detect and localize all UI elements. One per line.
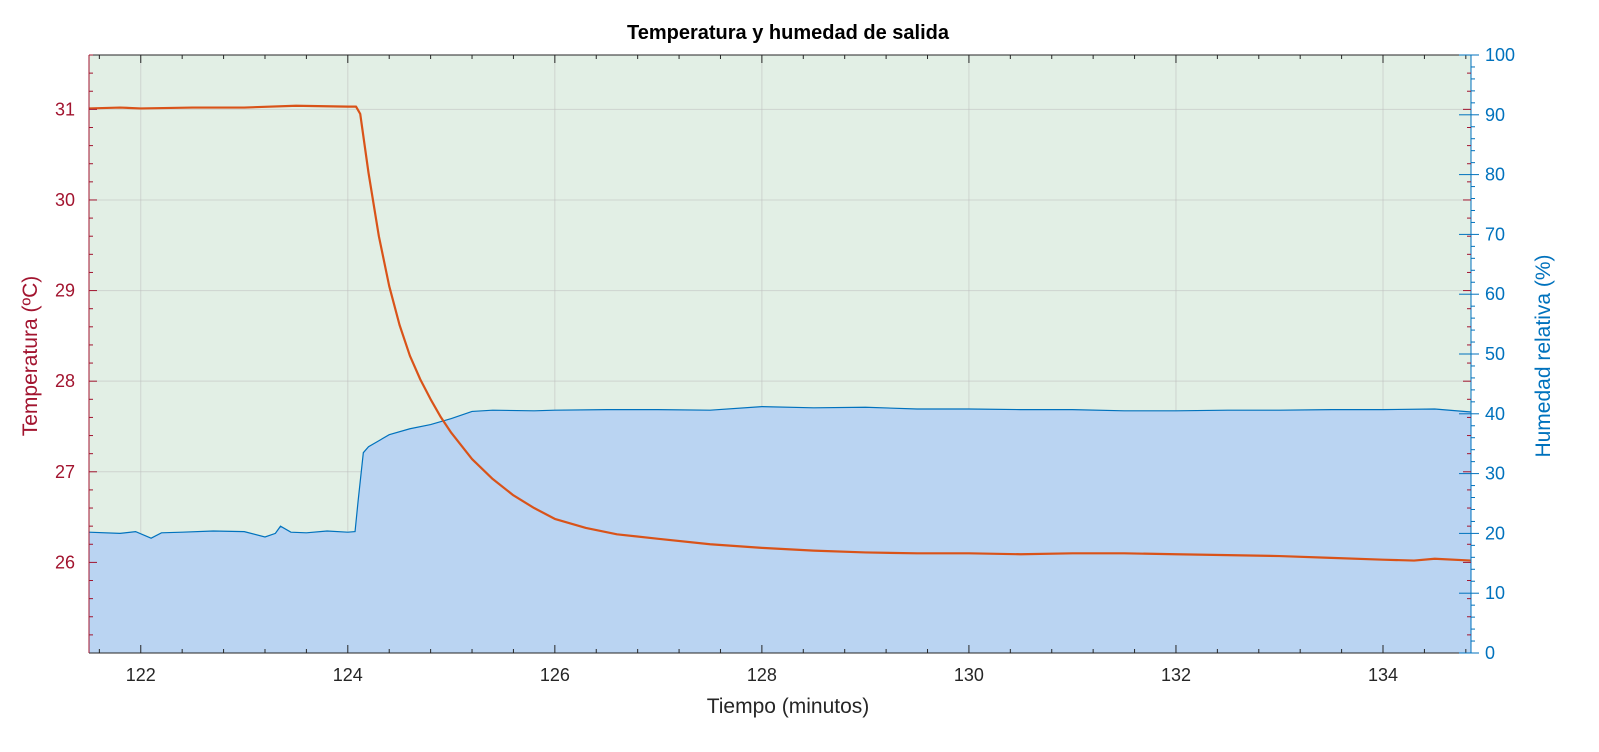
y-left-tick-label: 30 [55, 190, 75, 210]
humidity-area [89, 406, 1471, 653]
x-tick-label: 124 [333, 665, 363, 685]
y-left-axis-title: Temperatura (ºC) [19, 276, 42, 437]
x-tick-label: 134 [1368, 665, 1398, 685]
labels: Temperatura y humedad de salida Tiempo (… [19, 22, 1555, 718]
humidity-line [88, 406, 1472, 539]
y-right-tick-label: 90 [1485, 105, 1505, 125]
y-right-tick-label: 20 [1485, 523, 1505, 543]
y-right-axis-title: Humedad relativa (%) [1532, 254, 1555, 457]
temperature-line [88, 104, 1472, 562]
x-tick-label: 132 [1161, 665, 1191, 685]
x-tick-label: 126 [540, 665, 570, 685]
y-left-tick-label: 26 [55, 552, 75, 572]
x-tick-label: 128 [747, 665, 777, 685]
axes: 122 124 126 128 130 132 134 26 27 28 29 30 31 0 10 20 30… [55, 45, 1515, 685]
chart-title: Temperatura y humedad de salida [627, 22, 950, 44]
series-layer [88, 104, 1472, 653]
y-left-tick-label: 31 [55, 99, 75, 119]
y-right-tick-label: 70 [1485, 224, 1505, 244]
y-left-tick-label: 29 [55, 281, 75, 301]
y-right-tick-label: 40 [1485, 404, 1505, 424]
y-right-tick-label: 10 [1485, 583, 1505, 603]
y-right-tick-label: 80 [1485, 165, 1505, 185]
y-right-tick-label: 0 [1485, 643, 1495, 663]
y-right-tick-label: 60 [1485, 284, 1505, 304]
y-right-tick-label: 30 [1485, 464, 1505, 484]
x-tick-label: 130 [954, 665, 984, 685]
y-left-tick-label: 27 [55, 462, 75, 482]
y-right-tick-label: 50 [1485, 344, 1505, 364]
y-right-tick-label: 100 [1485, 45, 1515, 65]
x-axis-title: Tiempo (minutos) [707, 695, 870, 718]
x-tick-label: 122 [126, 665, 156, 685]
y-left-tick-label: 28 [55, 371, 75, 391]
